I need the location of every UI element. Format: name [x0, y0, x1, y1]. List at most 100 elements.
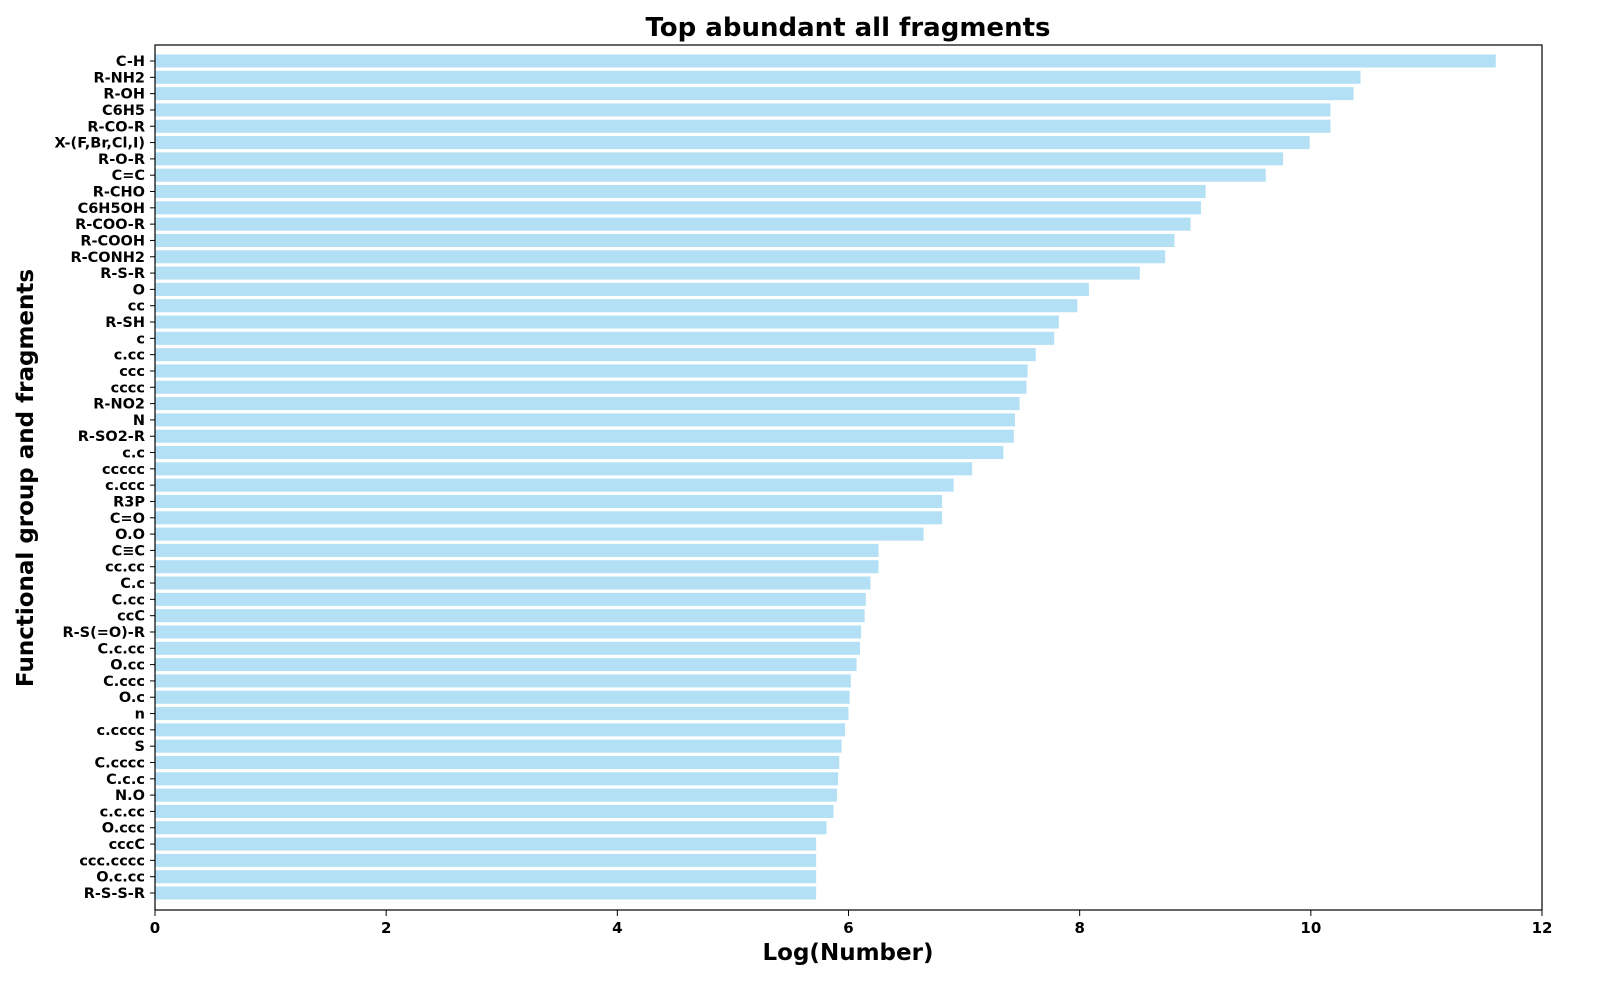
y-tick-label: O.c.cc: [96, 870, 145, 886]
bar: [155, 560, 879, 574]
y-tick-label: c.ccc: [105, 478, 145, 494]
bar: [155, 413, 1015, 427]
y-tick-label: R-OH: [103, 87, 145, 103]
bar: [155, 266, 1140, 280]
x-tick-label: 2: [381, 919, 391, 937]
bar: [155, 54, 1496, 68]
y-tick-label: c.cccc: [97, 723, 145, 739]
bar: [155, 380, 1027, 394]
bar: [155, 446, 1004, 460]
bar: [155, 755, 840, 770]
x-tick-label: 4: [612, 919, 622, 937]
y-tick-label: c.c: [122, 446, 145, 462]
bar: [155, 543, 879, 557]
y-category-labels: C-HR-NH2R-OHC6H5R-CO-RX-(F,Br,Cl,I)R-O-R…: [55, 54, 155, 902]
bar: [155, 853, 817, 867]
y-tick-label: c: [136, 331, 145, 347]
y-tick-label: C≡C: [112, 543, 145, 559]
y-tick-label: n: [135, 707, 145, 723]
y-tick-label: R-CHO: [93, 185, 145, 201]
bar: [155, 119, 1331, 133]
x-tick-label: 6: [843, 919, 853, 937]
y-axis-label: Functional group and fragments: [13, 269, 39, 687]
y-tick-label: C.cccc: [94, 755, 145, 771]
y-tick-label: R-CO-R: [87, 119, 145, 135]
y-tick-label: R-NH2: [93, 70, 145, 86]
bar: [155, 625, 862, 639]
y-tick-label: R-S-R: [100, 266, 145, 282]
bar: [155, 462, 973, 476]
y-tick-label: O.cc: [110, 658, 145, 674]
y-tick-label: O.c: [119, 690, 145, 706]
y-tick-label: R-S(=O)-R: [62, 625, 145, 641]
y-tick-label: cc.cc: [105, 560, 145, 576]
bar: [155, 739, 842, 753]
bar: [155, 348, 1036, 362]
bar: [155, 886, 817, 900]
x-tick-label: 10: [1300, 919, 1321, 937]
y-tick-label: C.cc: [112, 592, 145, 608]
bar: [155, 527, 924, 541]
y-tick-label: R-COO-R: [75, 217, 145, 233]
bar: [155, 837, 817, 851]
bar: [155, 772, 839, 786]
y-tick-label: R-O-R: [98, 152, 145, 168]
y-tick-label: R-NO2: [93, 397, 145, 413]
bar: [155, 201, 1202, 215]
bars-layer: [155, 54, 1496, 900]
bar: [155, 315, 1059, 329]
bar: [155, 70, 1361, 84]
bar: [155, 364, 1028, 378]
x-tick-label: 0: [150, 919, 160, 937]
bar: [155, 658, 857, 672]
y-tick-label: R-COOH: [80, 233, 145, 249]
bar: [155, 576, 871, 590]
bar: [155, 184, 1206, 199]
bar: [155, 152, 1284, 166]
y-tick-label: c.cc: [114, 348, 145, 364]
y-tick-label: R-SH: [105, 315, 145, 331]
bar: [155, 397, 1020, 411]
y-tick-label: C.ccc: [103, 674, 145, 690]
bar: [155, 103, 1331, 117]
y-tick-label: N: [133, 413, 145, 429]
y-tick-label: cc: [128, 299, 145, 315]
y-tick-label: ccccc: [102, 462, 145, 478]
x-tick-label: 12: [1532, 919, 1553, 937]
y-tick-label: O: [133, 282, 145, 298]
bar: [155, 707, 849, 721]
y-tick-label: R-SO2-R: [78, 429, 145, 445]
y-tick-label: X-(F,Br,Cl,I): [55, 136, 145, 152]
y-tick-label: C6H5OH: [78, 201, 145, 217]
y-tick-label: ccc.cccc: [79, 853, 145, 869]
y-tick-label: cccC: [109, 837, 145, 853]
y-tick-label: C.c.cc: [98, 641, 145, 657]
x-ticks: 0 2 4 6 8 10 12: [150, 910, 1553, 937]
bar: [155, 429, 1014, 443]
y-tick-label: S: [135, 739, 145, 755]
bar: [155, 331, 1055, 345]
y-tick-label: C=C: [112, 168, 145, 184]
y-tick-label: cccc: [111, 380, 145, 396]
y-tick-label: c.c.cc: [100, 804, 145, 820]
bar: [155, 592, 866, 606]
bar: [155, 609, 865, 623]
x-tick-label: 8: [1074, 919, 1084, 937]
bar: [155, 168, 1266, 182]
y-tick-label: ccc: [119, 364, 145, 380]
bar: [155, 821, 827, 835]
bar: [155, 788, 837, 802]
y-tick-label: R-CONH2: [70, 250, 145, 266]
bar: [155, 217, 1191, 231]
x-axis-label: Log(Number): [763, 940, 934, 966]
bar: [155, 870, 817, 884]
bar: [155, 723, 846, 737]
y-tick-label: O.ccc: [102, 821, 145, 837]
bar: [155, 804, 834, 818]
bar: [155, 250, 1166, 264]
bar: [155, 299, 1078, 313]
bar: [155, 478, 954, 492]
bar: [155, 690, 850, 704]
y-tick-label: R3P: [113, 494, 145, 510]
